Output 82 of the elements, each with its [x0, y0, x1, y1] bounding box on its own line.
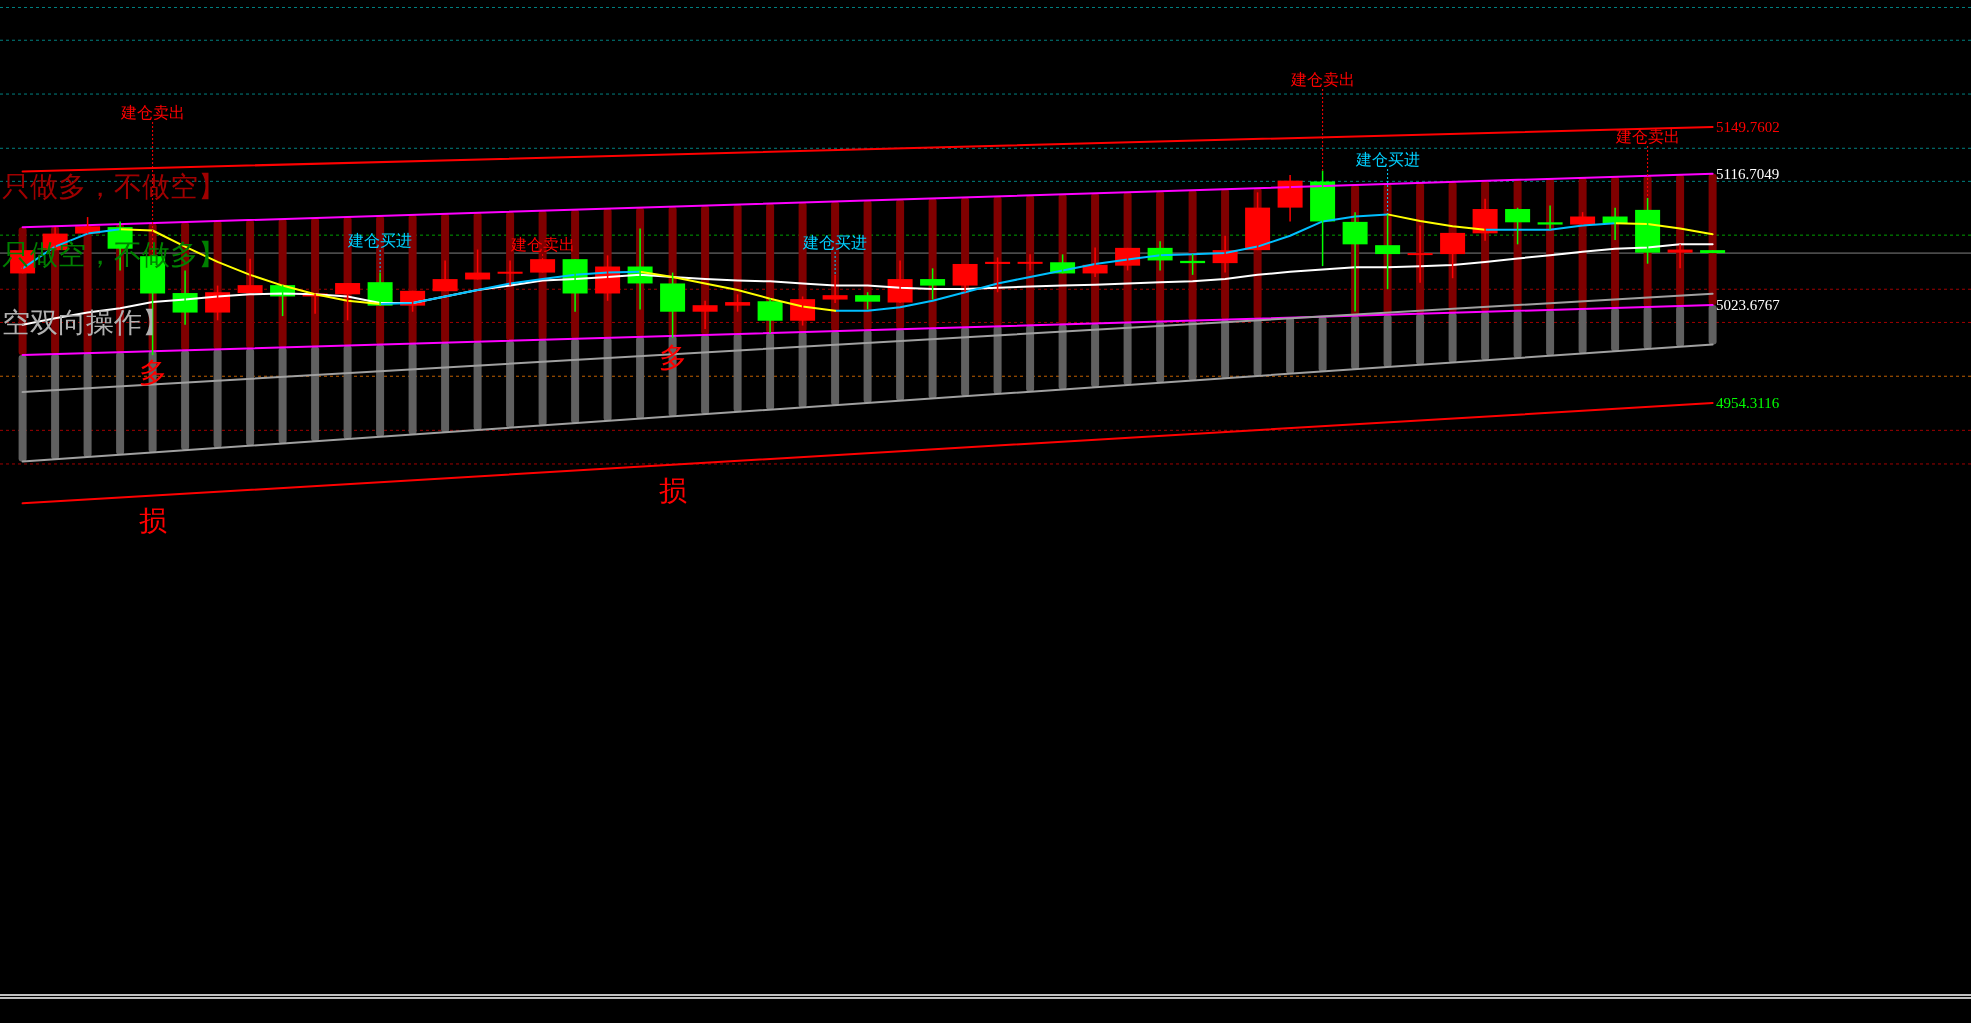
bar — [278, 347, 287, 444]
bar — [473, 341, 482, 430]
bar — [116, 352, 125, 455]
bar — [246, 348, 255, 446]
bar — [1643, 306, 1652, 349]
bar — [993, 326, 1002, 394]
bar — [1383, 314, 1392, 367]
candlestick — [205, 284, 231, 322]
bar — [1026, 325, 1035, 392]
bar — [441, 342, 450, 433]
bar — [1351, 315, 1360, 370]
bar — [1448, 312, 1457, 363]
bar — [603, 337, 612, 421]
bar — [83, 353, 92, 457]
bar — [798, 332, 807, 408]
bar — [1058, 324, 1067, 390]
bar — [928, 328, 937, 399]
candlestick — [1017, 253, 1043, 272]
candlestick — [465, 248, 491, 281]
annotation: 建仓卖出 — [119, 104, 185, 121]
bar — [1156, 321, 1165, 383]
candlestick — [497, 259, 523, 287]
annotation: 建仓买进 — [347, 232, 413, 249]
candlestick — [335, 282, 361, 322]
bar — [343, 345, 352, 439]
annotation: 建仓卖出 — [1614, 128, 1680, 145]
y-tick-label: 5116.7049 — [1716, 165, 1780, 182]
annotation: 只做多，不做空】 — [2, 170, 226, 203]
bar — [571, 338, 580, 424]
candlestick — [1505, 207, 1531, 246]
bar — [1286, 317, 1295, 374]
candlestick — [237, 257, 263, 294]
annotation: 建仓卖出 — [509, 236, 575, 253]
bar — [1513, 310, 1522, 359]
bar — [1708, 305, 1717, 345]
bar — [1253, 318, 1262, 376]
annotation: 建仓卖出 — [1289, 71, 1355, 88]
bar — [1708, 173, 1717, 306]
y-tick-label: 5149.7602 — [1716, 119, 1780, 136]
bar — [831, 331, 840, 406]
bar — [701, 334, 710, 415]
annotation: 多 — [138, 356, 167, 389]
bar — [961, 327, 970, 397]
bar — [538, 339, 547, 426]
bar — [506, 340, 515, 428]
bar — [1578, 308, 1587, 354]
y-tick-label: 4954.3116 — [1716, 395, 1780, 412]
bar — [1416, 313, 1425, 365]
candlestick — [692, 300, 718, 330]
candlestick — [432, 259, 458, 292]
annotation: 损 — [658, 474, 687, 507]
bar — [1611, 307, 1620, 352]
bar — [733, 333, 742, 412]
bar — [1123, 322, 1132, 386]
bar — [1188, 320, 1197, 381]
bar — [1546, 309, 1555, 356]
bar — [863, 330, 872, 403]
bar — [311, 346, 320, 442]
annotation: 建仓买进 — [1354, 151, 1420, 168]
candlestick — [1537, 204, 1563, 231]
y-tick-label: 5023.6767 — [1716, 297, 1781, 314]
candlestick — [952, 263, 978, 293]
bar — [51, 354, 60, 460]
line-series — [834, 213, 1389, 312]
bar — [1481, 311, 1490, 361]
candlestick — [985, 256, 1011, 293]
bar — [376, 344, 385, 437]
bar — [636, 336, 645, 419]
bar — [18, 355, 27, 462]
bar — [1676, 306, 1685, 347]
bar — [1221, 319, 1230, 379]
bar — [181, 350, 190, 451]
annotation: 建仓买进 — [802, 234, 868, 251]
bar — [766, 333, 775, 410]
bar — [408, 343, 417, 435]
bar — [213, 349, 222, 448]
candlestick — [920, 267, 946, 301]
candlestick — [822, 274, 848, 304]
annotation: 损 — [138, 504, 167, 537]
bar — [1091, 323, 1100, 388]
bar — [896, 329, 905, 401]
bar — [1318, 316, 1327, 372]
